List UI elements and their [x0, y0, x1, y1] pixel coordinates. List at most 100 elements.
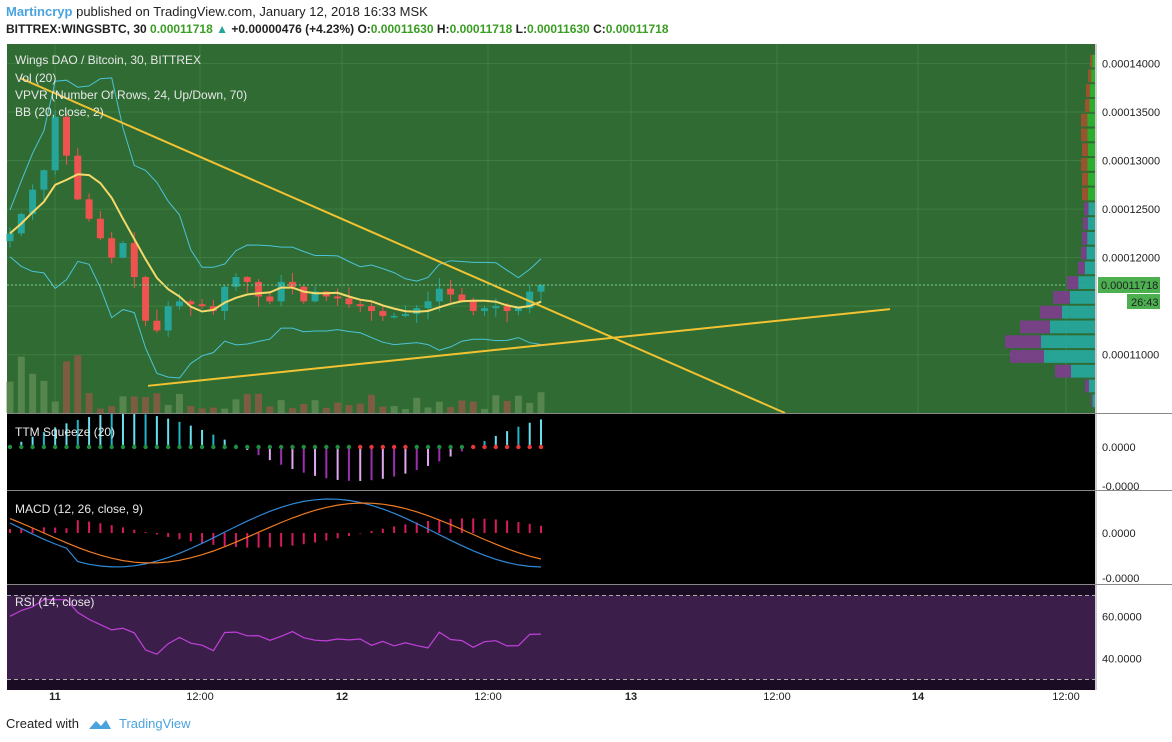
macd-histogram-bar	[540, 525, 542, 533]
volume-bar	[29, 373, 37, 413]
vpvr-up-bar	[1086, 246, 1095, 260]
ttm-squeeze-dot	[471, 444, 476, 450]
candle-body	[221, 286, 229, 312]
candle-body	[458, 294, 466, 302]
volume-bar	[85, 393, 93, 413]
volume-bar	[424, 407, 432, 413]
macd-histogram-bar	[268, 533, 271, 548]
time-tick-label: 12:00	[474, 691, 502, 703]
ttm-histogram-bar	[438, 447, 441, 462]
ttm-squeeze-dot	[233, 444, 239, 450]
candle-body	[74, 155, 82, 200]
low-value: 0.00011630	[526, 22, 590, 36]
vpvr-up-bar	[1087, 187, 1095, 201]
macd-signal-line	[9, 502, 542, 564]
ttm-squeeze-dot	[527, 444, 532, 450]
candle-body	[255, 281, 263, 297]
ttm-histogram-bar	[381, 447, 384, 479]
volume-bar	[345, 404, 353, 413]
volume-bar	[187, 405, 195, 413]
last-price-badge-text: 0.00011718	[1101, 280, 1158, 292]
price-pane[interactable]: Wings DAO / Bitcoin, 30, BITTREX Vol (20)…	[6, 44, 1096, 414]
author-link[interactable]: Martincryp	[6, 4, 73, 19]
candle-body	[435, 288, 443, 302]
macd-title: MACD (12, 26, close, 9)	[15, 502, 143, 516]
ttm-squeeze-dot	[448, 444, 453, 450]
ttm-squeeze-dot	[482, 444, 487, 450]
ttm-histogram-bar	[133, 413, 136, 447]
ttm-histogram-bar	[189, 425, 192, 447]
macd-histogram-bar	[121, 527, 124, 533]
candle-body	[187, 301, 195, 305]
symbol-label: BITTREX:WINGSBTC, 30	[6, 22, 147, 36]
ttm-squeeze-dot	[7, 444, 13, 450]
candle-body	[40, 170, 48, 190]
macd-histogram-bar	[347, 533, 350, 536]
macd-histogram-bar	[246, 533, 249, 548]
indicator-label: Vol (20)	[15, 71, 56, 85]
volume-bar	[288, 408, 296, 413]
macd-histogram-bar	[99, 523, 102, 533]
vpvr-down-bar	[1083, 217, 1088, 230]
macd-pane[interactable]: MACD (12, 26, close, 9)	[7, 491, 1095, 584]
candle-body	[300, 286, 308, 302]
volume-bar	[40, 380, 48, 413]
macd-histogram-bar	[201, 533, 204, 544]
candle-body	[243, 277, 251, 282]
vpvr-down-bar	[1081, 128, 1088, 142]
macd-histogram-bar	[506, 520, 509, 533]
ttm-histogram-bar	[65, 423, 68, 447]
volume-bar	[209, 407, 217, 413]
volume-bar	[6, 381, 14, 413]
candle-body	[288, 281, 296, 287]
macd-histogram-bar	[223, 533, 226, 547]
price-tick-label: 0.00013000	[1102, 156, 1160, 168]
macd-histogram-bar	[54, 527, 57, 533]
ttm-squeeze-dot	[380, 444, 386, 450]
ttm-histogram-bar	[167, 418, 170, 447]
volume-bar	[514, 395, 522, 413]
ttm-histogram-bar	[370, 447, 373, 481]
high-value: 0.00011718	[449, 22, 513, 36]
vpvr-up-bar	[1050, 320, 1095, 334]
ttm-squeeze-pane[interactable]: TTM Squeeze (20)	[7, 413, 1095, 490]
vpvr-down-bar	[1082, 231, 1088, 245]
ttm-histogram-bar	[336, 447, 339, 480]
last-price-badge	[1098, 277, 1160, 294]
volume-bar	[311, 400, 319, 413]
ttm-squeeze-dot	[493, 444, 499, 450]
open-value: 0.00011630	[370, 22, 434, 36]
candle-body	[356, 304, 364, 307]
ttm-squeeze-dot	[154, 444, 160, 450]
ttm-tick-label: -0.0000	[1102, 481, 1139, 493]
candle-body	[51, 116, 59, 171]
ttm-histogram-bar	[540, 419, 542, 447]
time-tick-label: 12:00	[763, 691, 791, 703]
vpvr-down-bar	[1005, 335, 1041, 349]
vpvr-up-bar	[1071, 364, 1095, 378]
macd-histogram-bar	[325, 533, 328, 541]
vpvr-up-bar	[1091, 69, 1095, 83]
ttm-squeeze-dot	[52, 444, 58, 450]
tradingview-link[interactable]: TradingView	[118, 716, 191, 731]
volume-bar	[232, 399, 240, 413]
candle-body	[526, 291, 534, 309]
volume-bar	[17, 356, 25, 413]
vpvr-down-bar	[1081, 158, 1088, 171]
vpvr-up-bar	[1087, 158, 1095, 171]
vpvr-up-bar	[1069, 291, 1095, 304]
macd-histogram-bar	[31, 527, 34, 533]
time-tick-label: 12:00	[186, 691, 214, 703]
macd-histogram-bar	[404, 524, 407, 533]
price-tick-label: 0.00012000	[1102, 253, 1160, 265]
macd-histogram-bar	[280, 533, 283, 547]
countdown-badge	[1127, 294, 1160, 310]
macd-histogram-bar	[88, 521, 91, 533]
volume-bar	[537, 392, 545, 413]
macd-histogram-bar	[460, 518, 463, 533]
volume-bar	[255, 393, 263, 413]
rsi-pane[interactable]: RSI (14, close)	[7, 585, 1095, 690]
candle-body	[130, 243, 138, 278]
countdown-text: 26:43	[1131, 297, 1159, 309]
